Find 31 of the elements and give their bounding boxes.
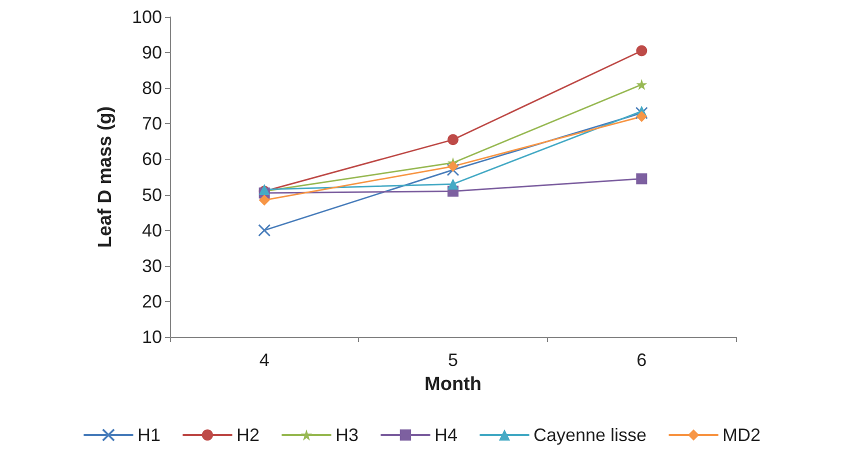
legend-label: Cayenne lisse — [533, 425, 647, 445]
point — [448, 160, 458, 172]
legend-label: H3 — [335, 425, 358, 445]
point — [258, 194, 270, 206]
y-axis-title: Leaf D mass (g) — [95, 106, 116, 248]
x-tick-label: 6 — [636, 350, 647, 370]
y-tick-label: 100 — [132, 7, 162, 27]
x-tick-label: 4 — [259, 350, 270, 370]
x-tick-label: 5 — [448, 350, 458, 370]
point — [636, 45, 648, 56]
point — [636, 111, 648, 122]
y-tick-label: 30 — [142, 256, 162, 276]
legend-label: H1 — [137, 425, 160, 445]
y-tick-label: 80 — [142, 78, 162, 98]
point — [636, 79, 648, 90]
point — [448, 134, 458, 146]
legend-label: H2 — [236, 425, 260, 445]
point — [636, 173, 648, 184]
x-axis-title: Month — [424, 374, 482, 395]
point — [446, 164, 460, 176]
point — [258, 224, 271, 237]
y-tick-label: 60 — [142, 149, 162, 170]
y-tick-label: 10 — [142, 327, 162, 347]
y-tick-label: 20 — [142, 291, 162, 312]
point — [448, 178, 458, 190]
y-tick-label: 40 — [142, 220, 162, 240]
y-tick-label: 50 — [142, 184, 162, 205]
y-tick-label: 90 — [142, 42, 162, 63]
legend-label: MD2 — [722, 425, 761, 445]
y-tick-label: 70 — [142, 114, 162, 134]
legend-label: H4 — [434, 425, 458, 445]
